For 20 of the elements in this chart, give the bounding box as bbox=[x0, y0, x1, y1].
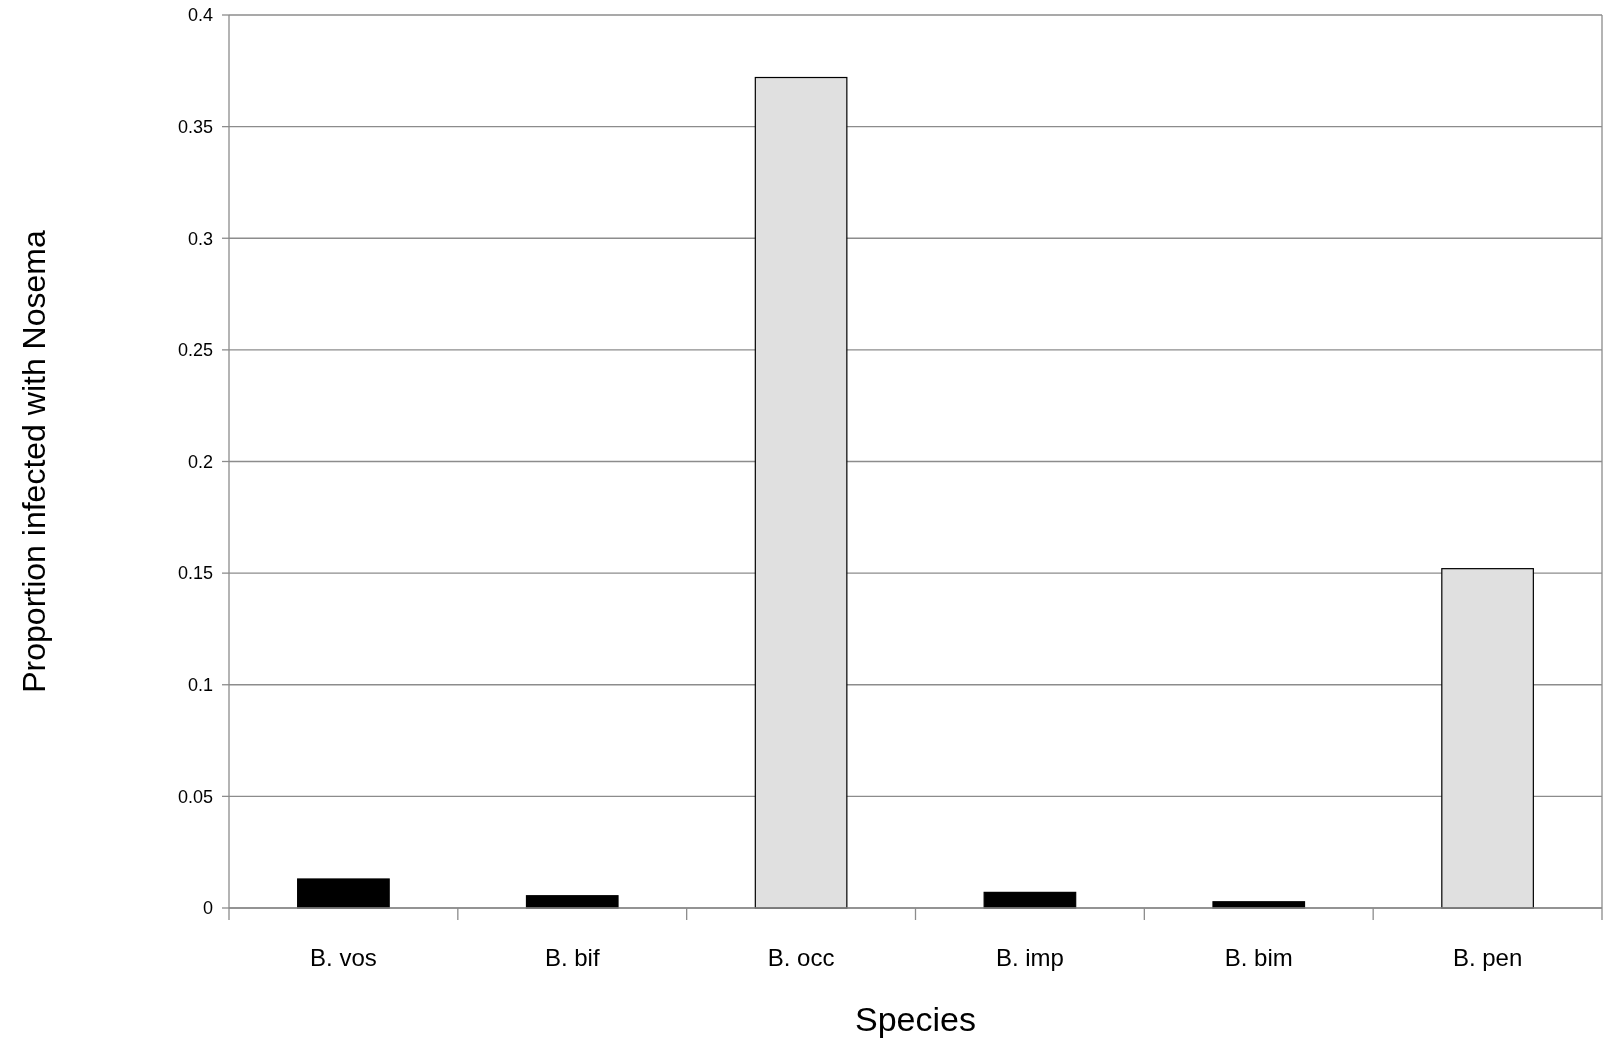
x-tick-label: B. pen bbox=[1452, 944, 1523, 971]
bar bbox=[1441, 568, 1534, 909]
x-axis-title: Species bbox=[855, 1000, 976, 1038]
y-tick-label: 0.25 bbox=[177, 340, 213, 361]
y-axis-title: Proportion infected with Nosema bbox=[16, 230, 52, 693]
y-tick-label: 0.35 bbox=[177, 116, 213, 137]
x-tick-label: B. vos bbox=[310, 944, 377, 971]
x-tick-label: B. occ bbox=[767, 944, 835, 971]
x-tick-label: B. imp bbox=[995, 944, 1064, 971]
bar bbox=[754, 76, 848, 909]
x-tick-label: B. bif bbox=[544, 944, 600, 971]
y-tick-label: 0.15 bbox=[177, 563, 213, 584]
y-tick-label: 0 bbox=[202, 898, 213, 919]
x-tick-label: B. bim bbox=[1224, 944, 1293, 971]
bar bbox=[297, 878, 390, 909]
y-tick-label: 0.05 bbox=[177, 786, 213, 807]
y-tick-label: 0.1 bbox=[187, 675, 213, 696]
y-tick-label: 0.2 bbox=[187, 451, 213, 472]
y-tick-label: 0.4 bbox=[187, 5, 213, 26]
y-tick-label: 0.3 bbox=[187, 228, 213, 249]
